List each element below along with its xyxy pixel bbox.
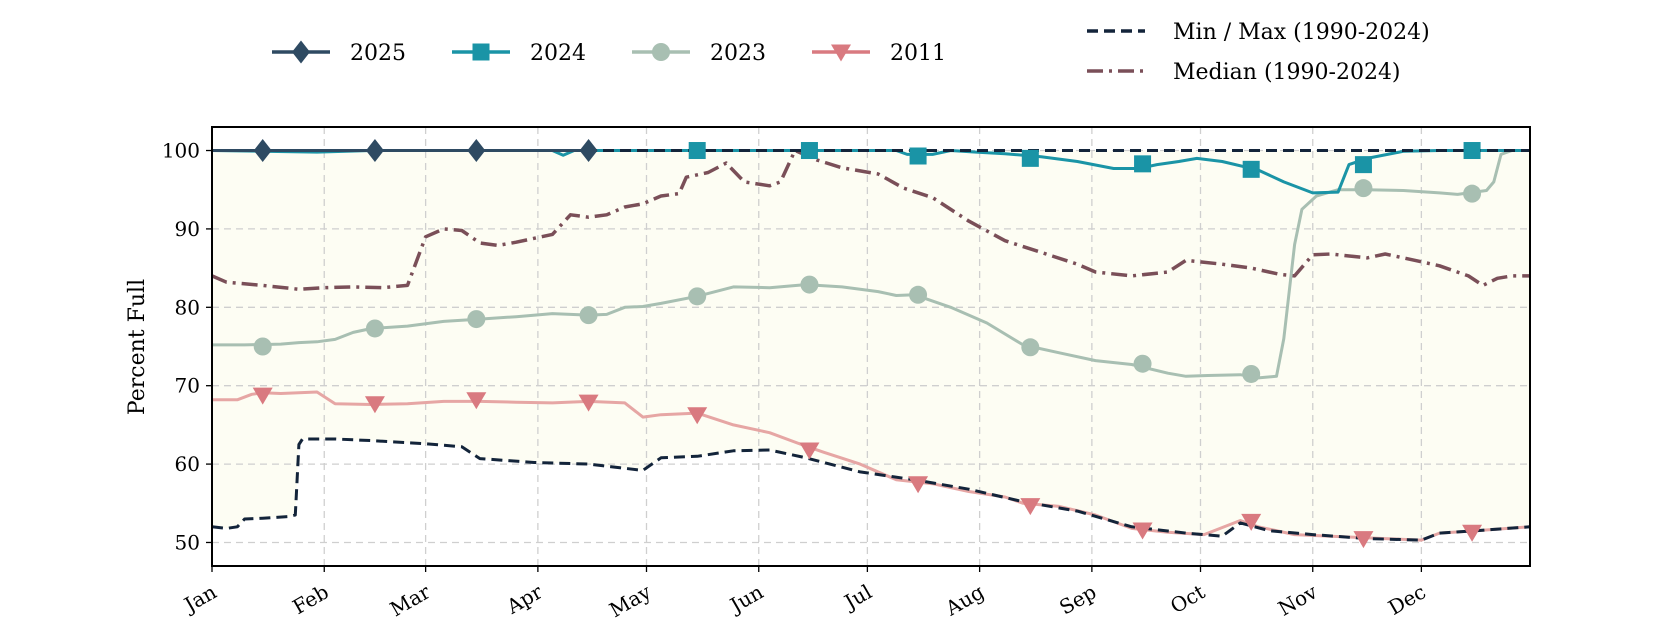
y-tick-label: 80 (175, 295, 200, 319)
marker-2011 (799, 442, 820, 460)
y-tick-label: 70 (175, 374, 200, 398)
legend-item-2011: 2011 (812, 41, 946, 66)
x-tick-label: Oct (1166, 580, 1209, 619)
marker-2023 (1354, 179, 1373, 198)
min-max-band (212, 150, 1530, 541)
marker-2024 (1021, 149, 1039, 167)
x-tick-label: Mar (386, 579, 435, 621)
legend-item-median: Median (1990-2024) (1087, 60, 1401, 85)
x-tick-label: Feb (288, 580, 332, 619)
x-tick-label: Dec (1384, 580, 1430, 620)
plot-frame (211, 126, 1531, 567)
x-tick-label: Apr (502, 579, 547, 619)
series-2023-line (212, 149, 1530, 380)
marker-2024 (800, 142, 818, 160)
legend-label-median: Median (1990-2024) (1173, 60, 1401, 85)
marker-2024 (1463, 142, 1481, 160)
marker-2011 (1353, 531, 1374, 549)
marker-2011 (1462, 524, 1483, 542)
plot-area: 50 60 70 80 90 100 Jan Feb Mar Apr May Jun Jul Aug Sep… (162, 126, 1531, 622)
marker-2011 (1241, 513, 1262, 531)
marker-2011 (364, 396, 385, 414)
legend-marker-2023 (652, 43, 670, 61)
x-tick-label: Aug (940, 579, 988, 620)
marker-2025 (253, 139, 272, 163)
marker-2011 (687, 407, 708, 425)
min-line (211, 437, 1531, 542)
y-tick-label: 50 (175, 530, 200, 554)
marker-2025 (579, 139, 598, 163)
legend-marker-2025 (292, 40, 310, 64)
x-tick-label: Jun (724, 579, 767, 618)
legend-label-2025: 2025 (350, 41, 406, 66)
marker-2023 (688, 287, 707, 306)
marker-2024 (1134, 155, 1152, 173)
marker-2011 (578, 394, 599, 412)
marker-2025 (365, 139, 384, 163)
median-line (211, 148, 1530, 292)
legend-marker-2011 (831, 44, 851, 62)
marker-2011 (1020, 498, 1041, 516)
marker-2024 (909, 147, 927, 165)
legend: 2025 2024 2023 2011 Min / Max (1990-2024) Med… (272, 20, 1430, 85)
x-tick-label: Jul (839, 580, 876, 615)
legend-label-2024: 2024 (530, 41, 586, 66)
marker-2023 (1133, 354, 1152, 373)
marker-2023 (800, 275, 819, 294)
legend-item-minmax: Min / Max (1990-2024) (1087, 20, 1430, 45)
legend-item-2023: 2023 (632, 41, 766, 66)
marker-2023 (1242, 364, 1261, 383)
marker-2024 (688, 142, 706, 160)
series-2024-line (211, 149, 1530, 195)
x-tick-label: Sep (1055, 580, 1100, 620)
marker-2023 (579, 306, 598, 325)
legend-label-2023: 2023 (710, 41, 766, 66)
marker-2023 (467, 310, 486, 329)
x-tick-label: May (605, 579, 655, 622)
legend-label-minmax: Min / Max (1990-2024) (1173, 20, 1430, 45)
y-tick-label: 60 (175, 452, 200, 476)
marker-2011 (1132, 522, 1153, 540)
legend-item-2025: 2025 (272, 40, 406, 66)
y-tick-label: 90 (175, 217, 200, 241)
y-axis-label: Percent Full (125, 279, 150, 415)
x-tick-label: Nov (1274, 579, 1322, 621)
marker-2024 (1242, 160, 1260, 178)
marker-2023 (253, 337, 272, 356)
legend-item-2024: 2024 (452, 41, 586, 66)
legend-label-2011: 2011 (890, 41, 946, 66)
marker-2011 (252, 387, 273, 405)
marker-2011 (466, 392, 487, 410)
y-tick-label: 100 (162, 139, 200, 163)
legend-marker-2024 (472, 43, 490, 61)
marker-2024 (1354, 156, 1372, 174)
marker-2023 (909, 285, 928, 304)
marker-2011 (908, 476, 929, 494)
marker-2023 (1463, 184, 1482, 203)
x-tick-label: Jan (178, 579, 220, 617)
marker-2025 (467, 139, 486, 163)
marker-2023 (365, 319, 384, 338)
marker-2023 (1021, 338, 1040, 357)
